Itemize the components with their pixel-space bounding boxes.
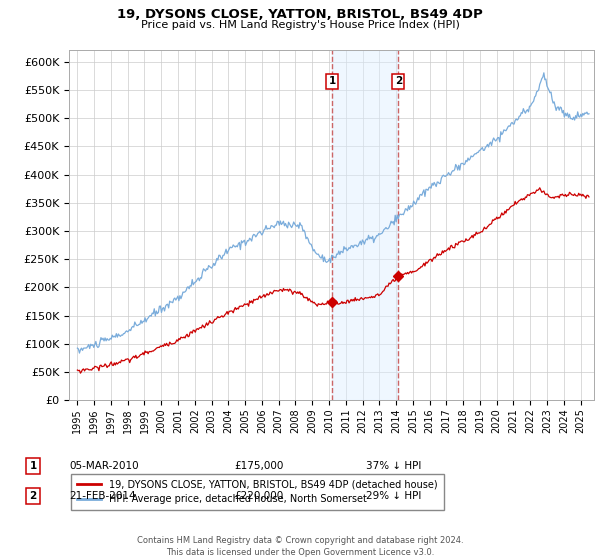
Text: 2: 2 — [29, 491, 37, 501]
Text: £175,000: £175,000 — [234, 461, 283, 471]
Legend: 19, DYSONS CLOSE, YATTON, BRISTOL, BS49 4DP (detached house), HPI: Average price: 19, DYSONS CLOSE, YATTON, BRISTOL, BS49 … — [71, 474, 443, 510]
Text: £220,000: £220,000 — [234, 491, 283, 501]
Text: 21-FEB-2014: 21-FEB-2014 — [69, 491, 136, 501]
Text: 1: 1 — [328, 77, 335, 86]
Text: Price paid vs. HM Land Registry's House Price Index (HPI): Price paid vs. HM Land Registry's House … — [140, 20, 460, 30]
Text: Contains HM Land Registry data © Crown copyright and database right 2024.
This d: Contains HM Land Registry data © Crown c… — [137, 536, 463, 557]
Bar — [332, 50, 398, 400]
Text: 37% ↓ HPI: 37% ↓ HPI — [366, 461, 421, 471]
Text: 29% ↓ HPI: 29% ↓ HPI — [366, 491, 421, 501]
Text: 1: 1 — [29, 461, 37, 471]
Text: 05-MAR-2010: 05-MAR-2010 — [69, 461, 139, 471]
Text: 19, DYSONS CLOSE, YATTON, BRISTOL, BS49 4DP: 19, DYSONS CLOSE, YATTON, BRISTOL, BS49 … — [117, 8, 483, 21]
Text: 2: 2 — [395, 77, 402, 86]
